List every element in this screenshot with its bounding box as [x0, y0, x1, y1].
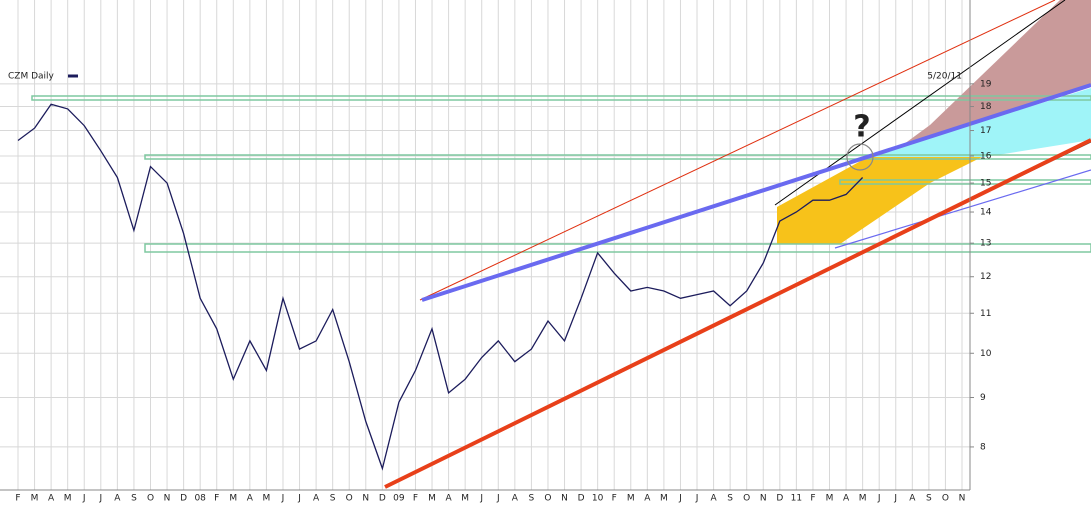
x-tick-label: O [942, 494, 949, 504]
y-tick-label: 17 [980, 126, 991, 136]
trend-line [384, 138, 1091, 489]
x-tick-label: D [379, 494, 386, 504]
y-tick-label: 18 [980, 102, 992, 112]
channel-fill [900, 0, 1091, 147]
x-tick-label: O [147, 494, 154, 504]
y-tick-label: 14 [980, 208, 992, 218]
x-tick-label: F [413, 494, 418, 504]
x-tick-label: S [131, 494, 137, 504]
x-tick-label: A [909, 494, 916, 504]
x-tick-label: N [959, 494, 966, 504]
x-tick-label: A [313, 494, 320, 504]
x-tick-label: 08 [194, 494, 206, 504]
x-tick-label: A [710, 494, 717, 504]
x-tick-label: M [859, 494, 867, 504]
x-tick-label: J [893, 494, 897, 504]
x-tick-label: J [281, 494, 285, 504]
x-tick-label: O [743, 494, 750, 504]
x-tick-label: 10 [592, 494, 604, 504]
x-tick-label: F [15, 494, 20, 504]
x-tick-label: S [330, 494, 336, 504]
support-level [144, 154, 1091, 160]
x-tick-label: J [695, 494, 699, 504]
x-tick-label: A [48, 494, 55, 504]
y-tick-label: 19 [980, 79, 992, 89]
x-tick-label: M [428, 494, 436, 504]
x-tick-label: M [627, 494, 635, 504]
y-tick-label: 9 [980, 393, 986, 403]
y-tick-label: 16 [980, 151, 992, 161]
x-tick-label: M [461, 494, 469, 504]
x-tick-label: S [529, 494, 535, 504]
trend-line [421, 83, 1091, 302]
x-tick-label: F [214, 494, 219, 504]
support-level [31, 95, 1091, 101]
x-tick-label: A [247, 494, 254, 504]
x-tick-label: N [561, 494, 568, 504]
trend-line [834, 169, 1091, 249]
channel-fill [777, 157, 982, 244]
x-tick-label: J [297, 494, 301, 504]
x-tick-label: A [644, 494, 651, 504]
x-tick-label: M [229, 494, 237, 504]
x-tick-label: J [479, 494, 483, 504]
y-tick-label: 11 [980, 309, 991, 319]
x-tick-label: M [263, 494, 271, 504]
x-tick-label: M [660, 494, 668, 504]
x-tick-label: N [760, 494, 767, 504]
x-tick-label: M [64, 494, 72, 504]
y-tick-label: 15 [980, 179, 991, 189]
annotation: ? [853, 110, 870, 145]
trend-line [419, 0, 1056, 301]
x-tick-label: J [98, 494, 102, 504]
x-tick-label: S [727, 494, 733, 504]
x-tick-label: D [578, 494, 585, 504]
y-tick-label: 8 [980, 442, 986, 452]
x-tick-label: A [114, 494, 121, 504]
x-tick-label: S [926, 494, 932, 504]
x-tick-label: 09 [393, 494, 405, 504]
x-tick-label: J [678, 494, 682, 504]
grid [0, 0, 970, 490]
x-tick-label: M [31, 494, 39, 504]
y-tick-label: 13 [980, 239, 991, 249]
x-tick-label: N [362, 494, 369, 504]
x-tick-label: 11 [791, 494, 802, 504]
x-tick-label: J [877, 494, 881, 504]
x-tick-label: A [512, 494, 519, 504]
date-label: 5/20/11 [927, 72, 962, 82]
x-tick-label: D [776, 494, 783, 504]
support-level [839, 179, 1091, 185]
x-tick-label: O [346, 494, 353, 504]
x-tick-label: J [82, 494, 86, 504]
x-tick-label: F [810, 494, 815, 504]
drawing-overlay [31, 0, 1091, 489]
x-tick-label: N [164, 494, 171, 504]
support-level [144, 243, 1091, 253]
highlight-circle [846, 143, 874, 171]
x-tick-label: A [446, 494, 453, 504]
x-tick-label: D [180, 494, 187, 504]
x-tick-label: A [843, 494, 850, 504]
x-tick-label: J [496, 494, 500, 504]
x-tick-label: F [612, 494, 617, 504]
y-tick-label: 12 [980, 272, 991, 282]
x-tick-label: M [826, 494, 834, 504]
price-line [17, 103, 864, 471]
legend-label: CZM Daily [8, 72, 55, 82]
y-tick-label: 10 [980, 349, 992, 359]
x-tick-label: O [544, 494, 551, 504]
